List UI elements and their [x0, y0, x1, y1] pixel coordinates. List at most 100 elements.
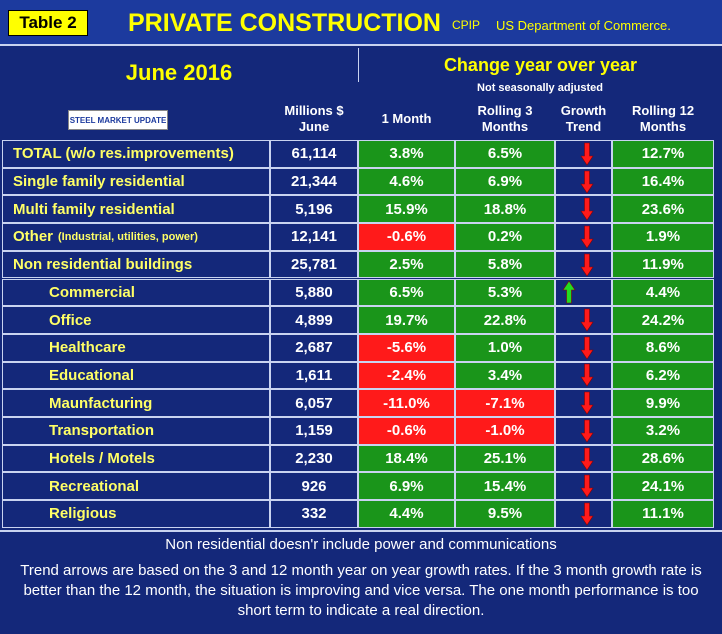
row-name: Other (Industrial, utilities, power): [2, 223, 270, 251]
row-label: Commercial: [49, 283, 135, 301]
cell-m1: 4.6%: [358, 167, 455, 196]
tag: CPIP: [452, 18, 481, 32]
cell-r3: 6.9%: [455, 167, 555, 196]
cell-millions: 4,899: [270, 306, 358, 334]
cell-r3: 9.5%: [455, 500, 555, 528]
cell-r12: 8.6%: [612, 333, 714, 362]
arrow-shape: [579, 253, 594, 277]
column-header: 1 Month: [381, 111, 432, 126]
cell-millions: 25,781: [270, 250, 358, 279]
cell-r3: 25.1%: [455, 444, 555, 473]
cell-r3: 22.8%: [455, 306, 555, 334]
row-name: Educational: [2, 361, 270, 390]
cell-r3: 5.8%: [455, 250, 555, 279]
arrow-shape: [579, 308, 594, 332]
title: PRIVATE CONSTRUCTION: [128, 8, 441, 37]
trend-arrow: [579, 170, 594, 194]
period: June 2016: [125, 60, 233, 85]
row-label: Non residential buildings: [13, 256, 193, 274]
cell-r12: 11.1%: [612, 500, 714, 528]
cell-m1: -5.6%: [358, 333, 455, 362]
arrow-shape: [579, 447, 594, 471]
row-name: Multi family residential: [2, 195, 270, 224]
row-note: (Industrial, utilities, power): [58, 230, 198, 243]
cell-m1: 4.4%: [358, 500, 455, 528]
row-name: Single family residential: [2, 167, 270, 196]
row-label: Hotels / Motels: [49, 450, 155, 468]
row-name: Religious: [2, 500, 270, 528]
row-label: Transportation: [49, 422, 155, 440]
row-label: Single family residential: [13, 173, 185, 191]
row-label: Multi family residential: [13, 200, 175, 218]
cell-r3: 5.3%: [455, 278, 555, 307]
cell-r3: 6.5%: [455, 140, 555, 168]
trend-arrow: [579, 142, 594, 166]
footer-note: Non residential doesn'r include power an…: [0, 530, 722, 556]
cell-r12: 9.9%: [612, 389, 714, 417]
trend-cell: [555, 167, 612, 196]
trend-cell: [555, 361, 612, 390]
cell-millions: 926: [270, 472, 358, 501]
cell-millions: 5,196: [270, 195, 358, 224]
cell-millions: 21,344: [270, 167, 358, 196]
cell-millions: 12,141: [270, 223, 358, 251]
cell-r12: 3.2%: [612, 417, 714, 445]
trend-arrow: [579, 419, 594, 443]
logo: STEEL MARKET UPDATE: [68, 110, 168, 130]
trend-arrow: [579, 197, 594, 221]
cell-m1: -0.6%: [358, 223, 455, 251]
row-name: Maunfacturing: [2, 389, 270, 417]
cell-m1: 3.8%: [358, 140, 455, 168]
cell-r3: 15.4%: [455, 472, 555, 501]
trend-arrow: [579, 447, 594, 471]
trend-arrow: [579, 391, 594, 415]
trend-arrow: [579, 474, 594, 498]
row-label: Recreational: [49, 477, 140, 495]
cell-r3: -7.1%: [455, 389, 555, 417]
cell-r3: 1.0%: [455, 333, 555, 362]
cell-r3: -1.0%: [455, 417, 555, 445]
trend-arrow: [579, 336, 594, 360]
cell-m1: 6.9%: [358, 472, 455, 501]
row-name: TOTAL (w/o res.improvements): [2, 140, 270, 168]
arrow-shape: [579, 142, 594, 166]
trend-cell: [555, 223, 612, 251]
arrow-shape: [579, 336, 594, 360]
arrow-shape: [579, 474, 594, 498]
trend-cell: [555, 195, 612, 224]
title-bar: [0, 0, 722, 46]
cell-r12: 23.6%: [612, 195, 714, 224]
cell-millions: 2,230: [270, 444, 358, 473]
row-label: Religious: [49, 505, 117, 523]
trend-cell: [555, 278, 612, 307]
cell-millions: 6,057: [270, 389, 358, 417]
cell-millions: 2,687: [270, 333, 358, 362]
footer-explanation: Trend arrows are based on the 3 and 12 m…: [20, 562, 702, 619]
cell-r3: 18.8%: [455, 195, 555, 224]
row-label: TOTAL (w/o res.improvements): [13, 145, 234, 163]
cell-r12: 1.9%: [612, 223, 714, 251]
cell-m1: -11.0%: [358, 389, 455, 417]
cell-r12: 28.6%: [612, 444, 714, 473]
trend-cell: [555, 500, 612, 528]
column-header: Rolling 3 Months: [477, 103, 533, 134]
cell-m1: 6.5%: [358, 278, 455, 307]
cell-millions: 1,159: [270, 417, 358, 445]
trend-cell: [555, 389, 612, 417]
cell-r12: 24.1%: [612, 472, 714, 501]
cell-r12: 4.4%: [612, 278, 714, 307]
cell-millions: 1,611: [270, 361, 358, 390]
change-heading: Change year over year: [358, 48, 722, 82]
row-name: Non residential buildings: [2, 250, 270, 279]
cell-r12: 11.9%: [612, 250, 714, 279]
cell-r12: 16.4%: [612, 167, 714, 196]
cell-millions: 61,114: [270, 140, 358, 168]
row-name: Commercial: [2, 278, 270, 307]
source: US Department of Commerce.: [496, 17, 671, 33]
trend-arrow: [562, 280, 576, 304]
trend-cell: [555, 333, 612, 362]
trend-arrow: [579, 364, 594, 387]
cell-r3: 3.4%: [455, 361, 555, 390]
cell-millions: 332: [270, 500, 358, 528]
